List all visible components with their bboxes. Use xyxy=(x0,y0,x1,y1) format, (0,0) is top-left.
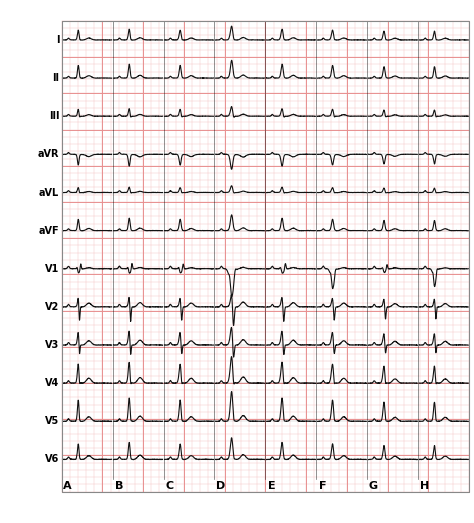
Text: C: C xyxy=(165,481,173,491)
Text: V1: V1 xyxy=(45,264,59,274)
Text: V6: V6 xyxy=(45,454,59,464)
Text: D: D xyxy=(216,481,225,491)
Text: V5: V5 xyxy=(45,416,59,426)
Text: F: F xyxy=(319,481,326,491)
Text: E: E xyxy=(268,481,275,491)
Text: V2: V2 xyxy=(45,302,59,312)
Text: B: B xyxy=(115,481,123,491)
Bar xyxy=(62,21,469,492)
Text: A: A xyxy=(64,481,72,491)
Text: H: H xyxy=(420,481,429,491)
Text: V3: V3 xyxy=(45,340,59,350)
Text: V4: V4 xyxy=(45,378,59,388)
Text: I: I xyxy=(56,35,59,45)
Text: III: III xyxy=(49,111,59,121)
Text: aVF: aVF xyxy=(38,225,59,236)
Text: G: G xyxy=(369,481,378,491)
Text: aVL: aVL xyxy=(39,188,59,198)
Text: II: II xyxy=(52,73,59,83)
Text: aVR: aVR xyxy=(38,150,59,160)
